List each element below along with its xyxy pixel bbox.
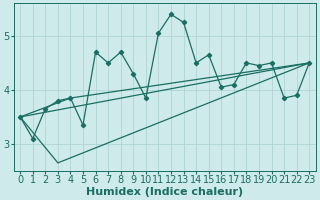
X-axis label: Humidex (Indice chaleur): Humidex (Indice chaleur) bbox=[86, 187, 243, 197]
